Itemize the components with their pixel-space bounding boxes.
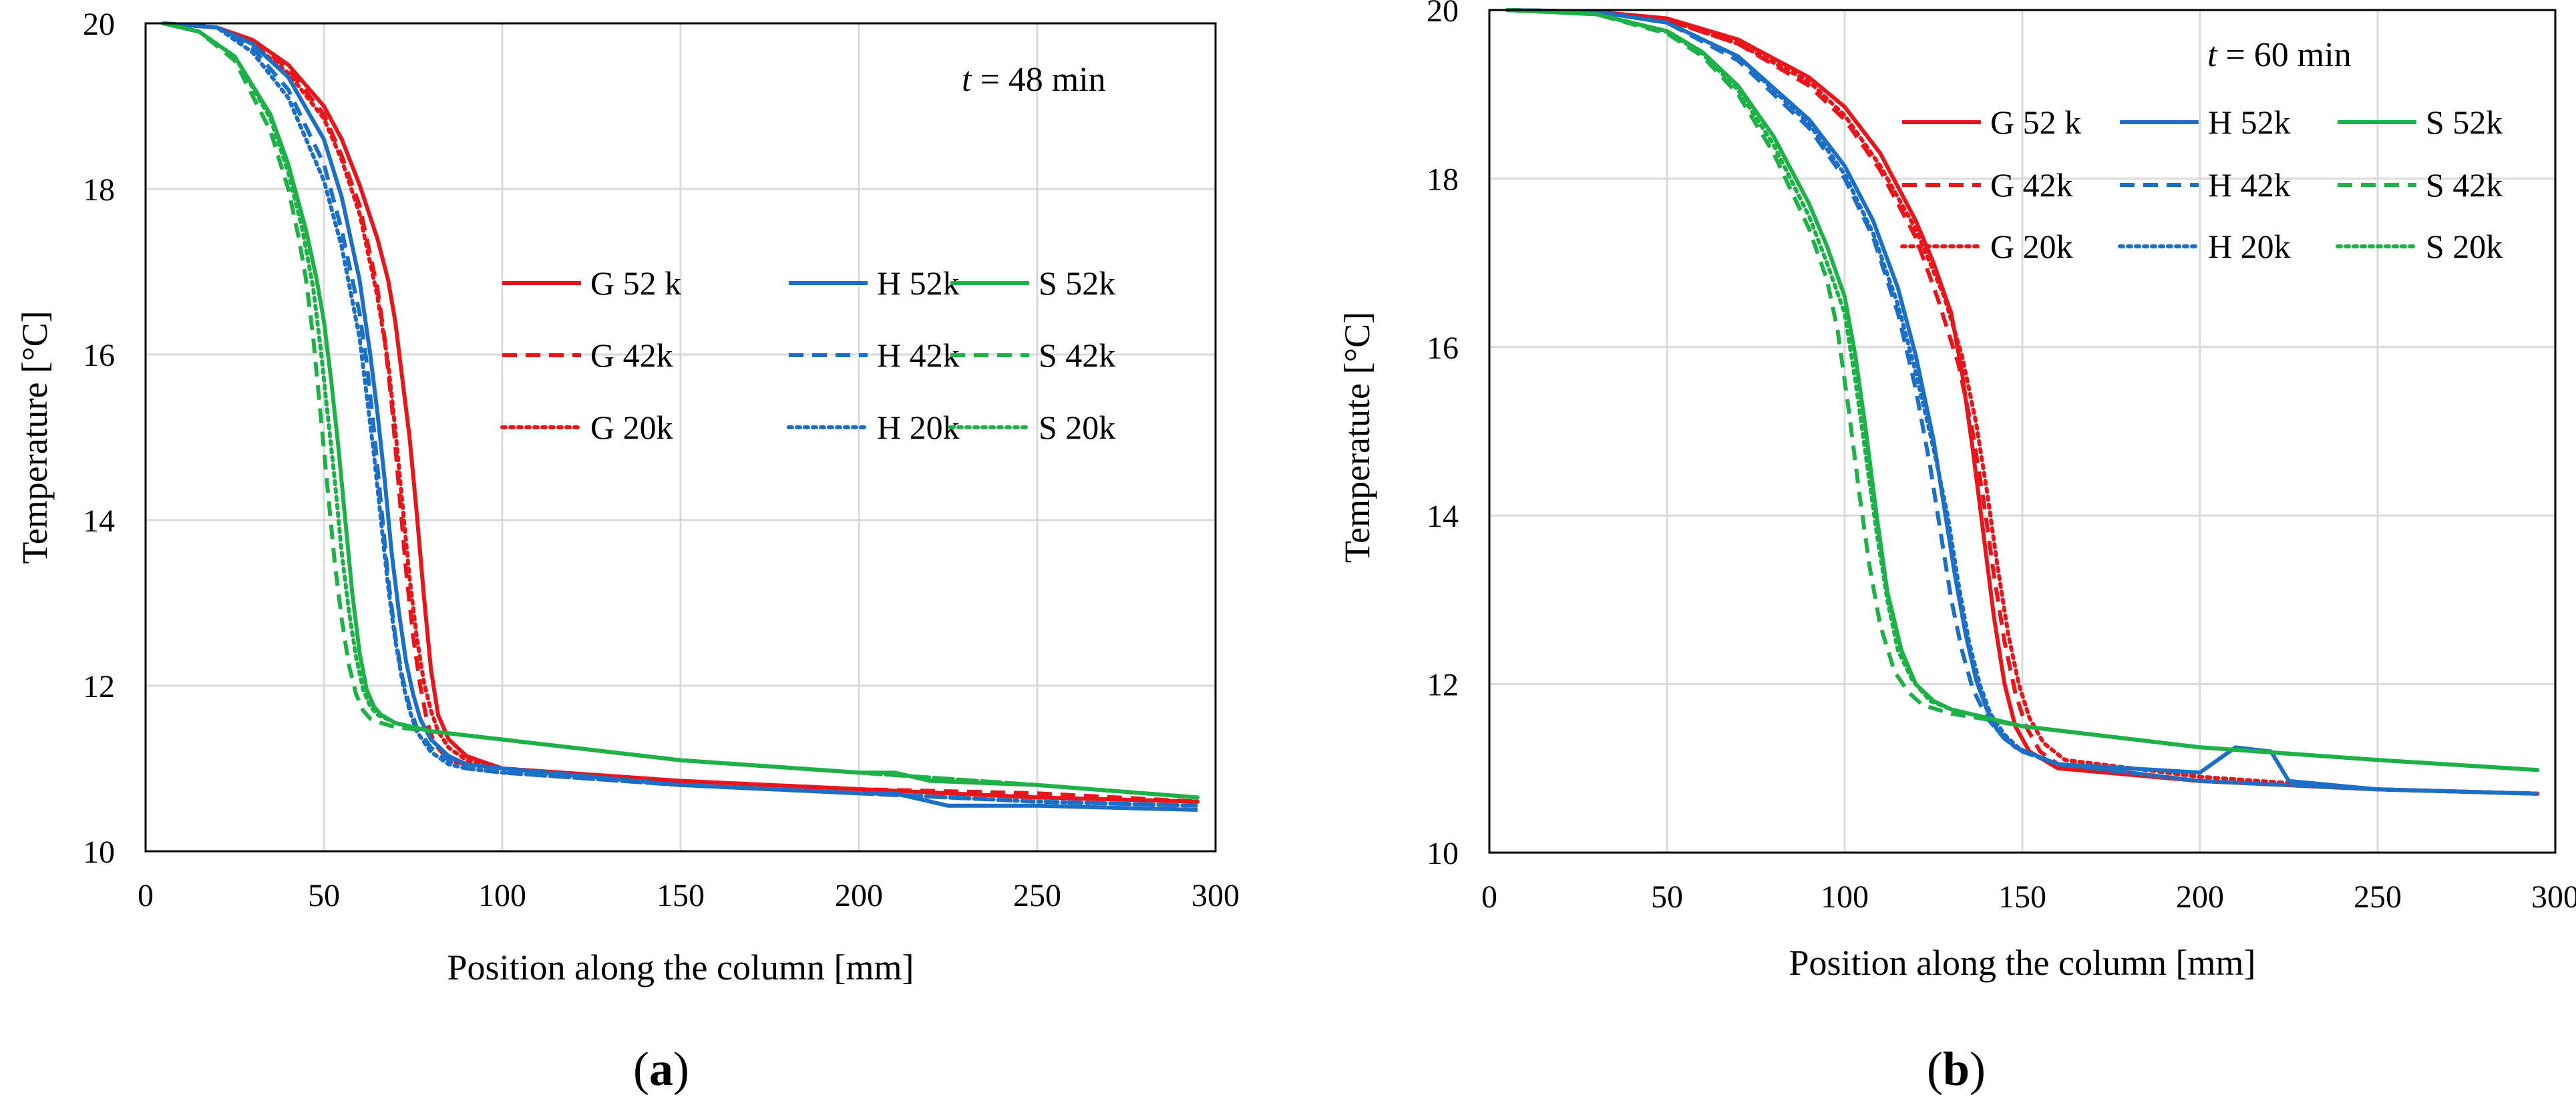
x-tick-label: 200 [835,878,883,913]
y-tick-label: 16 [1427,330,1459,366]
time-value: = 60 min [2217,36,2351,74]
y-tick-label: 20 [83,7,115,42]
series-line [163,21,1198,804]
legend-label: S 42k [2426,166,2503,204]
legend-label: S 20k [1039,409,1115,446]
time-annotation: t = 48 min [962,61,1106,99]
legend-label: H 52k [877,264,960,302]
legend-label: G 20k [590,409,673,446]
tick-labels: 0 50 100 150 200 250 300 10 12 14 16 18 20 [1427,0,2576,915]
x-tick-label: 0 [138,878,154,913]
legend-label: S 42k [1039,337,1115,374]
series-line [161,21,1200,800]
x-tick-label: 100 [1821,879,1869,915]
legend-label: H 20k [2208,228,2291,265]
y-tick-label: 10 [83,835,115,870]
series-line [161,21,1200,808]
legend-label: G 20k [1990,228,2073,265]
legend-label: S 52k [2426,103,2503,141]
y-tick-label: 12 [1427,668,1459,703]
x-tick-label: 200 [2176,879,2224,915]
time-annotation: t = 60 min [2207,36,2352,74]
panel-label-a: (a) [633,1042,689,1096]
time-value: = 48 min [971,61,1105,99]
legend-label: H 52k [2208,103,2291,141]
series-line [1507,8,2538,796]
legend-label: G 42k [590,337,673,374]
series-lines [161,21,1200,812]
time-variable: t [2207,36,2218,74]
y-tick-label: 10 [1427,836,1459,871]
y-axis-label: Temperatute [°C] [1337,312,1377,563]
y-tick-label: 14 [83,503,115,539]
series-line [1507,8,2538,796]
legend-label: H 20k [877,409,960,446]
legend-label: G 42k [1990,166,2073,204]
x-tick-label: 0 [1481,879,1497,915]
panel-label-b: (b) [1927,1042,1986,1096]
x-tick-label: 150 [1998,879,2046,915]
legend-label: S 20k [2426,228,2503,265]
series-lines [1505,8,2540,796]
legend-label: H 42k [877,337,960,374]
x-tick-label: 50 [1651,879,1683,915]
panel-b-chart: 0 50 100 150 200 250 300 10 12 14 16 18 20 t = 60 mi… [1337,0,2576,1096]
panel-letter: a [649,1042,673,1096]
x-tick-label: 300 [2531,879,2576,915]
series-line [1505,8,2540,796]
legend-label: S 52k [1039,264,1115,302]
series-line [1505,8,2540,772]
legend: G 52 k G 42k G 20k H 52k H 42k H 20k S 52k S 42… [500,264,1115,446]
plot-border [1488,9,2557,854]
y-axis-label: Temperature [°C] [15,310,55,564]
y-tick-label: 18 [1427,162,1459,197]
legend-label: G 52 k [1990,103,2081,141]
x-tick-label: 300 [1191,878,1240,913]
x-tick-label: 250 [1013,878,1061,913]
series-line [1505,8,2540,796]
tick-labels: 0 50 100 150 200 250 300 10 12 14 16 18 20 [83,7,1240,913]
legend: G 52 k G 42k G 20k H 52k H 42k H 20k S 52k S 42… [1900,103,2503,265]
x-tick-label: 100 [478,878,526,913]
x-tick-label: 150 [657,878,705,913]
x-tick-label: 50 [308,878,340,913]
x-tick-label: 250 [2354,879,2402,915]
y-tick-label: 14 [1427,499,1459,534]
y-tick-label: 18 [83,172,115,208]
time-variable: t [962,61,972,99]
plot-border [144,22,1217,853]
y-tick-label: 16 [83,338,115,373]
legend-label: G 52 k [590,264,681,302]
y-tick-label: 20 [1427,0,1459,29]
legend-label: H 42k [2208,166,2291,204]
panel-a-chart: 0 50 100 150 200 250 300 10 12 14 16 18 20 t = 48 mi… [15,7,1240,1096]
panel-letter: b [1943,1042,1970,1096]
x-axis-label: Position along the column [mm] [1789,943,2256,983]
y-tick-label: 12 [83,669,115,704]
x-axis-label: Position along the column [mm] [447,947,914,987]
